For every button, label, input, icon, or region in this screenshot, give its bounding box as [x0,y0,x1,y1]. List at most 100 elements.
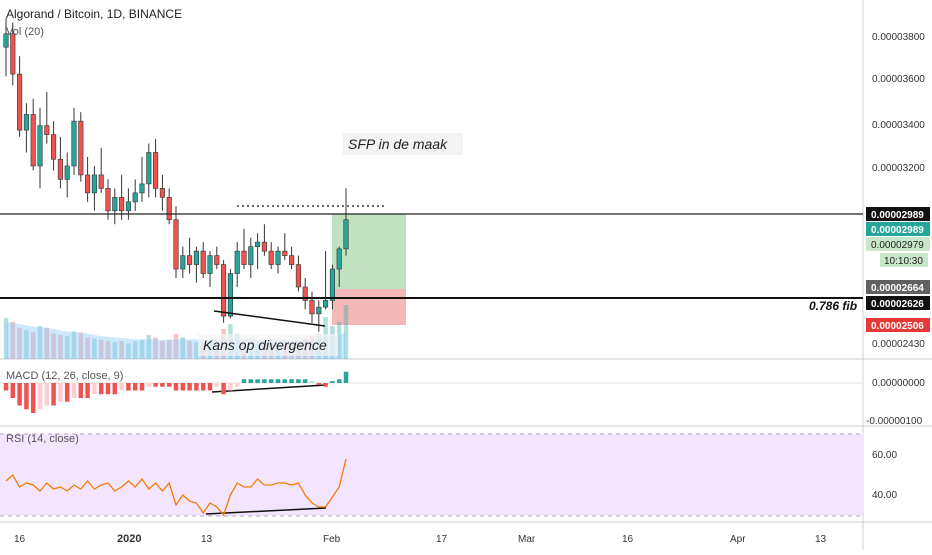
candle-body [105,188,111,212]
fib-label[interactable]: 0.786 fib [809,299,857,313]
macd-bar [262,379,267,383]
candle-body [159,188,165,198]
candle-body [44,125,50,135]
macd-bar [85,383,90,398]
candlestick-series [3,18,349,332]
candle-body [227,273,233,317]
time-tick: 13 [201,534,213,545]
candle-body [71,120,77,167]
candle-body [37,125,43,167]
macd-bar [105,383,111,395]
macd-bar [207,383,213,391]
macd-bar [112,383,118,395]
candle-body [98,174,104,189]
macd-bar [139,383,145,391]
candle-body [234,250,240,274]
candle-body [30,114,36,167]
candle-body [295,264,301,288]
time-tick: 17 [436,534,448,545]
stop-price-badge [866,318,930,332]
target-price-badge [866,237,930,251]
macd-bar [30,383,36,413]
candle-body [132,192,138,203]
fib-price-value: 0.00002626 [871,299,924,310]
volume-bar [194,342,199,359]
macd-bar [268,379,274,383]
candle-body [329,268,335,301]
macd-bar [289,379,294,383]
macd-bar [323,383,328,387]
price-tick: 0.00003200 [872,163,925,174]
macd-bar [180,383,186,391]
candle-body [255,241,261,247]
candle-body [302,286,308,301]
candle-body [91,174,97,194]
volume-bar [24,330,29,359]
countdown-value: 10:10:30 [884,256,923,267]
macd-bar [153,383,158,387]
price-tick: 0.00002430 [872,339,925,350]
macd-bar [44,383,50,406]
macd-bar [3,383,9,391]
candle-body [309,300,315,315]
macd-divergence-trendline[interactable] [211,384,327,393]
volume-bar [336,321,342,359]
candle-body [139,183,145,194]
long-position-profit-zone[interactable] [332,214,406,289]
macd-bar [214,383,220,387]
macd-tick: 0.00000000 [872,378,925,389]
macd-bar [78,383,84,398]
candle-body [51,134,57,160]
rsi-band [0,434,863,516]
candle-body [193,250,199,265]
macd-bar [24,383,29,410]
price-tick: 0.00003600 [872,74,925,85]
macd-bar [255,379,260,383]
last-price-badge [866,207,930,221]
macd-bar [10,383,16,398]
volume-bar [92,338,97,359]
candle-body [207,255,213,274]
volume-bar [146,335,152,359]
macd-bar [58,383,63,402]
volume-bar [187,341,192,359]
entry-price-value: 0.00002664 [871,283,924,294]
volume-bar [119,341,124,359]
candle-body [112,197,118,212]
volume-bar [30,332,36,359]
time-tick: 16 [14,534,26,545]
candle-body [268,250,274,265]
long-position-stop-zone[interactable] [332,289,406,325]
time-tick: Feb [323,534,341,545]
sfp-note[interactable]: SFP in de maak [348,136,448,152]
current-price-value: 0.00002989 [871,225,924,236]
candle-body [214,255,220,265]
rsi-divergence-trendline[interactable] [205,507,327,515]
entry-price-badge [866,280,930,294]
volume-bar [44,327,50,359]
volume-bar [64,336,70,359]
macd-bar [173,383,179,391]
divergence-note[interactable]: Kans op divergence [203,337,327,353]
macd-bar [187,383,192,391]
stop-price-value: 0.00002506 [871,321,924,332]
macd-bar [160,383,165,387]
macd-bar [17,383,22,406]
rsi-tick: 60.00 [872,450,897,461]
macd-bar [302,379,308,383]
candle-body [323,300,329,308]
time-tick: 13 [815,534,827,545]
candle-body [146,152,152,185]
sfp-note-box[interactable] [343,133,463,155]
macd-bar [228,383,233,391]
candle-body [241,250,247,265]
divergence-note-box[interactable] [198,334,338,356]
volume-bar [17,327,22,359]
volume-bar [71,331,77,359]
macd-label: MACD (12, 26, close, 9) [6,370,123,382]
macd-bar [194,383,199,391]
rsi-tick: 40.00 [872,490,897,501]
price-divergence-trendline[interactable] [213,310,326,327]
